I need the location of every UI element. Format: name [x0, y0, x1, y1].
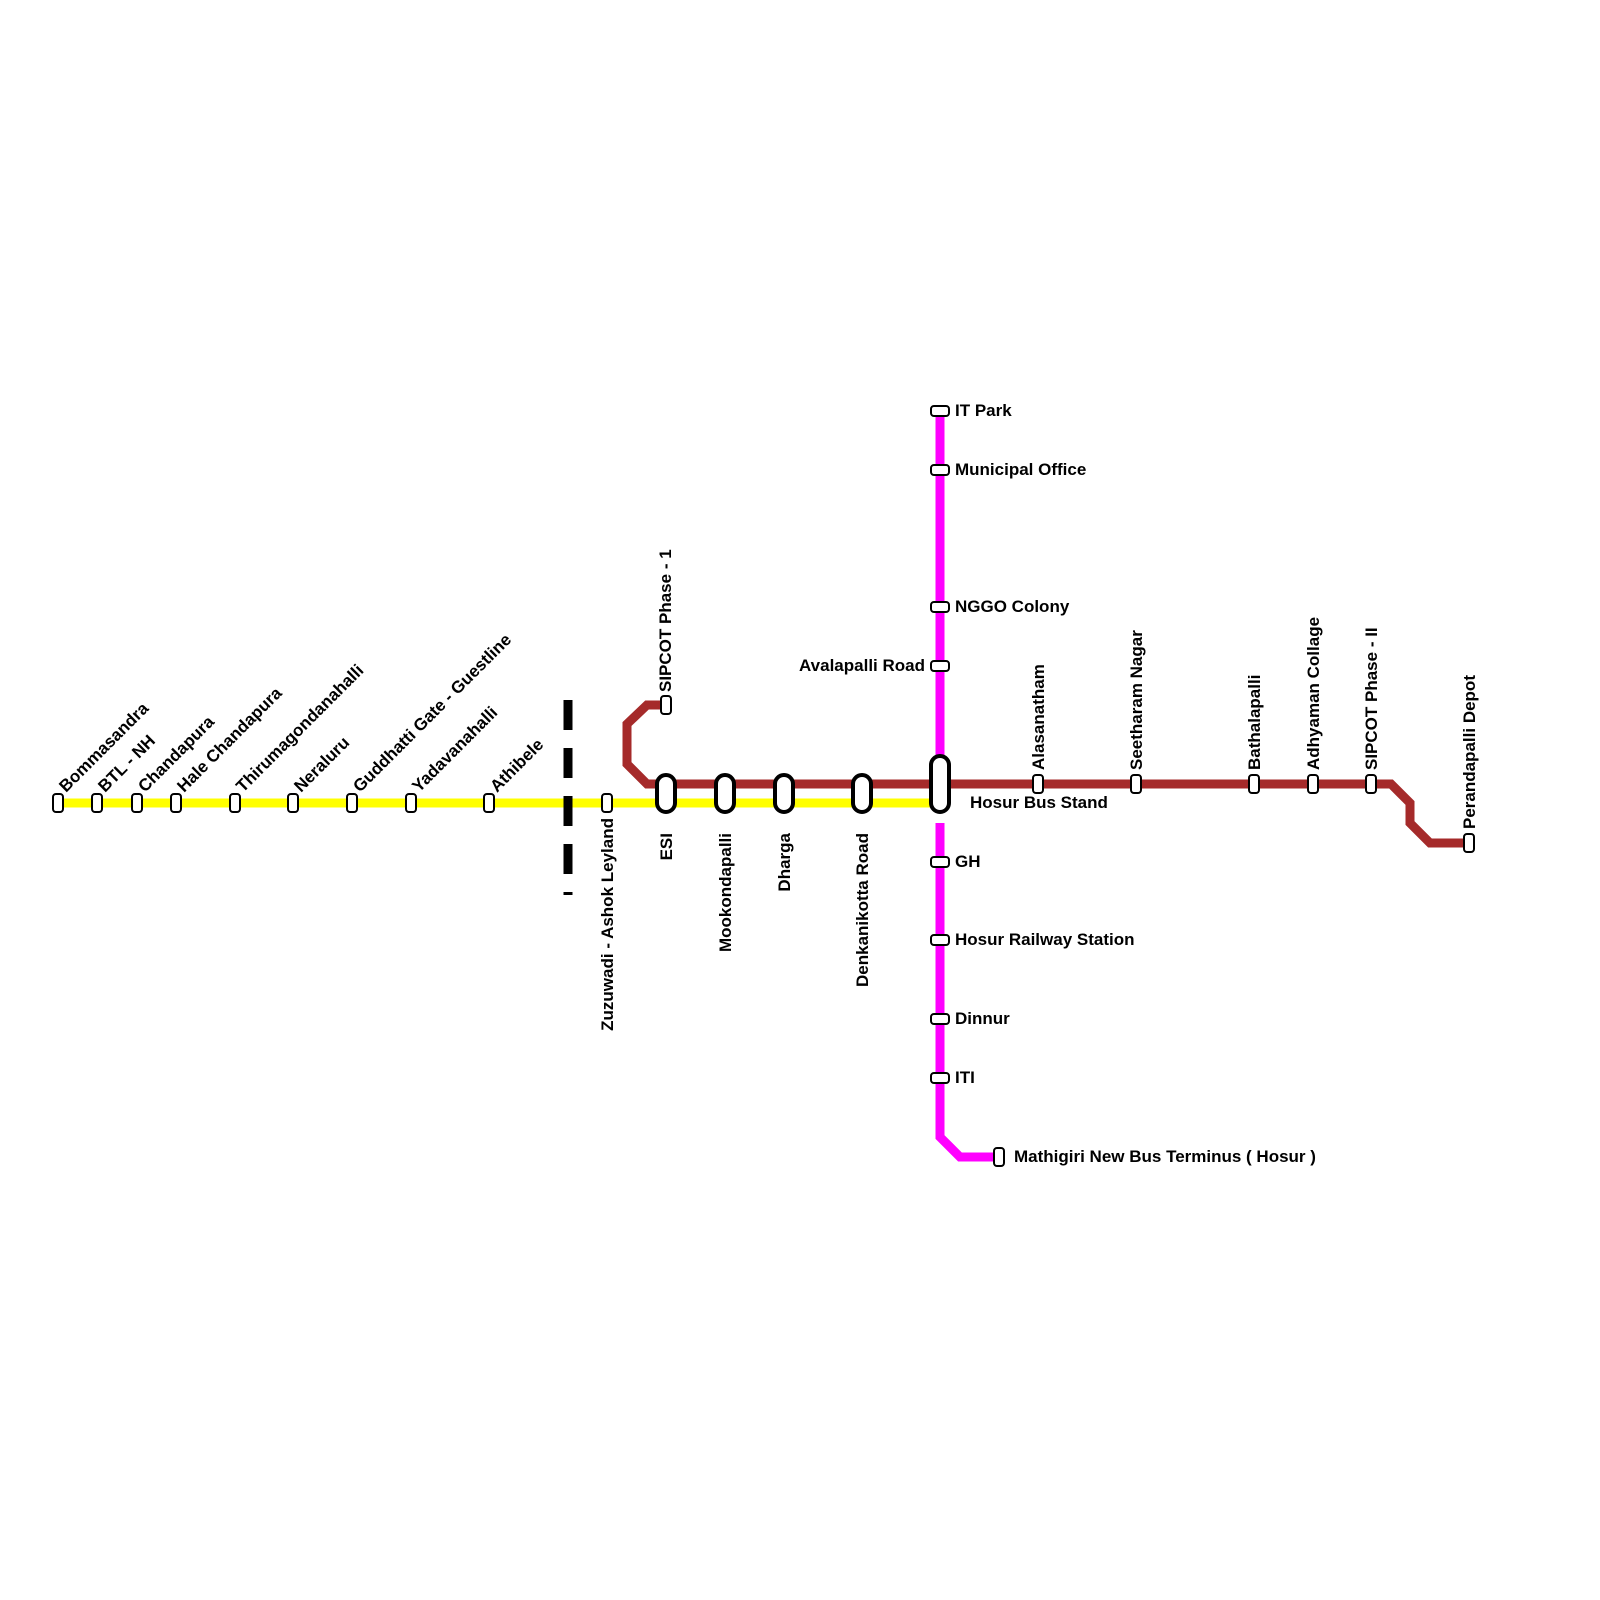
- station-marker[interactable]: [91, 793, 103, 813]
- station-label: Dinnur: [955, 1009, 1010, 1028]
- station-label: Perandapalli Depot: [1460, 675, 1479, 829]
- station-label: Alasanatham: [1029, 664, 1048, 770]
- station-marker[interactable]: [1463, 833, 1475, 853]
- station-label: ITI: [955, 1068, 975, 1087]
- station-label: Mookondapalli: [716, 833, 735, 952]
- brown-line: [622, 700, 1469, 848]
- station-marker[interactable]: [170, 793, 182, 813]
- station-marker[interactable]: [601, 793, 613, 813]
- station-label: Neraluru: [290, 733, 353, 796]
- station-label: Bathalapalli: [1245, 675, 1264, 770]
- station-label: Seetharam Nagar: [1127, 630, 1146, 770]
- station-marker[interactable]: [930, 405, 950, 417]
- station-marker[interactable]: [660, 695, 672, 715]
- station-marker[interactable]: [930, 660, 950, 672]
- station-label: Municipal Office: [955, 460, 1086, 479]
- station-marker[interactable]: [1248, 774, 1260, 794]
- station-marker[interactable]: [483, 793, 495, 813]
- station-marker[interactable]: [287, 793, 299, 813]
- station-label: IT Park: [955, 401, 1012, 420]
- station-label: Dharga: [775, 832, 794, 891]
- magenta-line-south: [935, 823, 999, 1162]
- station-label: NGGO Colony: [955, 597, 1070, 616]
- station-label: Hosur Railway Station: [955, 930, 1134, 949]
- interchange-station[interactable]: [714, 773, 736, 814]
- station-label: Athibele: [486, 735, 547, 796]
- hub-station[interactable]: [929, 754, 951, 814]
- station-label: Mathigiri New Bus Terminus ( Hosur ): [1014, 1147, 1316, 1166]
- station-label: Avalapalli Road: [799, 656, 925, 675]
- station-label: GH: [955, 852, 981, 871]
- station-marker[interactable]: [930, 934, 950, 946]
- interchange-station[interactable]: [773, 773, 795, 814]
- station-marker[interactable]: [346, 793, 358, 813]
- station-marker[interactable]: [1307, 774, 1319, 794]
- station-marker[interactable]: [1365, 774, 1377, 794]
- interchange-station[interactable]: [851, 773, 873, 814]
- station-marker[interactable]: [930, 1013, 950, 1025]
- station-marker[interactable]: [1130, 774, 1142, 794]
- station-marker[interactable]: [930, 464, 950, 476]
- station-label: ESI: [657, 833, 676, 860]
- station-label: Zuzuwadi - Ashok Leyland: [598, 818, 617, 1031]
- station-marker[interactable]: [405, 793, 417, 813]
- station-marker[interactable]: [930, 856, 950, 868]
- station-marker[interactable]: [229, 793, 241, 813]
- station-label: Hosur Bus Stand: [970, 793, 1108, 812]
- station-marker[interactable]: [1032, 774, 1044, 794]
- station-marker[interactable]: [993, 1147, 1005, 1167]
- station-marker[interactable]: [930, 601, 950, 613]
- station-marker[interactable]: [52, 793, 64, 813]
- station-label: SIPCOT Phase - II: [1362, 627, 1381, 770]
- interchange-station[interactable]: [655, 773, 677, 814]
- station-label: SIPCOT Phase - 1: [656, 549, 675, 692]
- station-label: Adhyaman Collage: [1304, 617, 1323, 770]
- station-label: Denkanikotta Road: [853, 833, 872, 987]
- station-marker[interactable]: [131, 793, 143, 813]
- station-marker[interactable]: [930, 1072, 950, 1084]
